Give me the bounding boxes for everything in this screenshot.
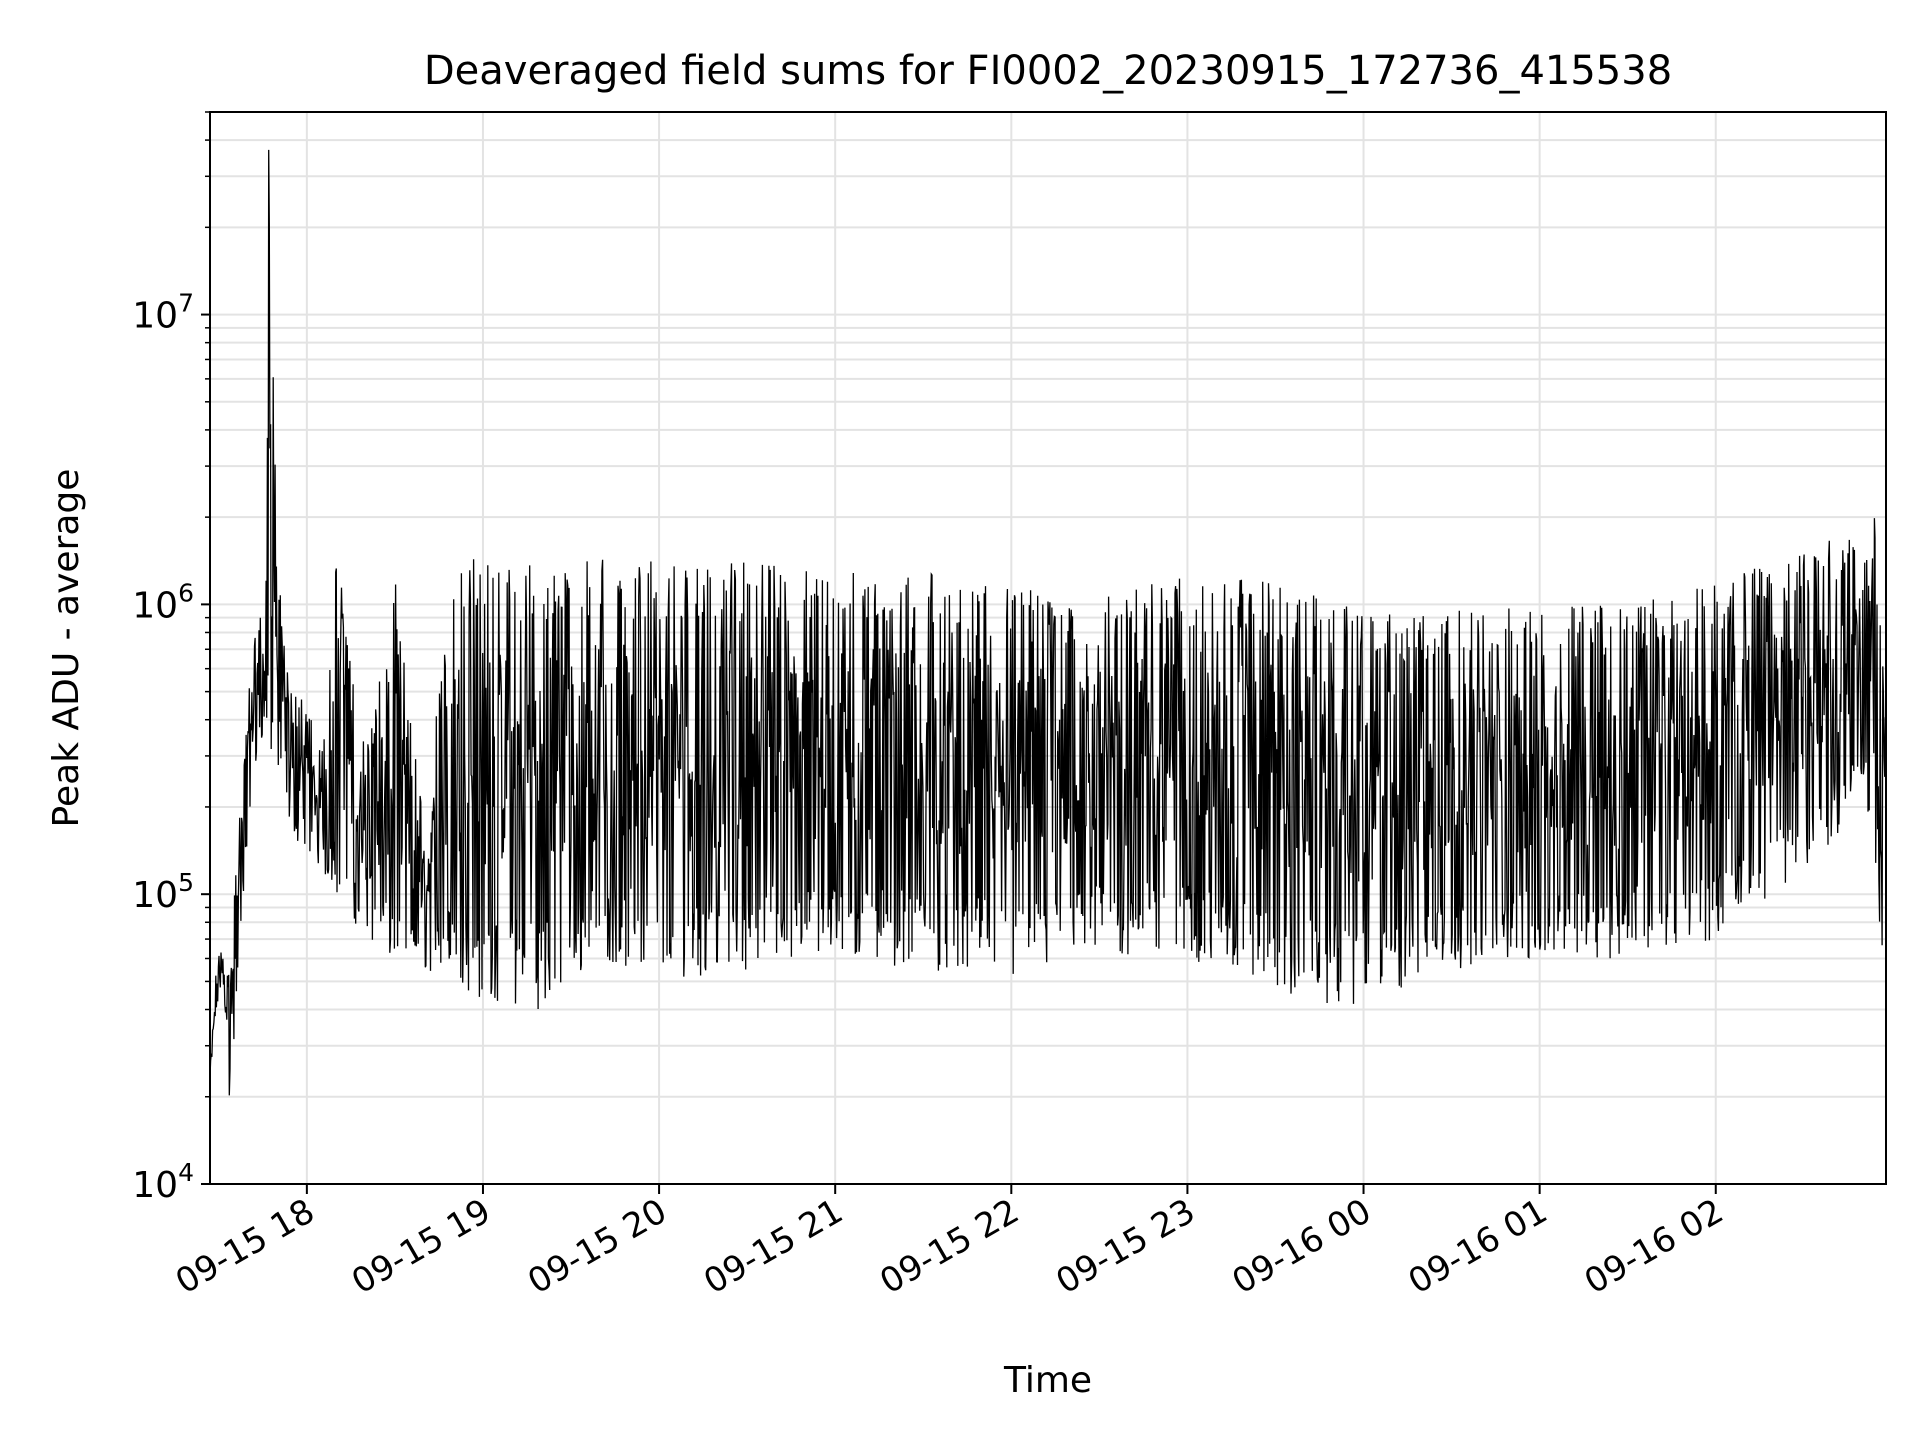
x-tick-label: 09-16 01 [1402, 1191, 1554, 1302]
x-tick-label: 09-15 23 [1050, 1191, 1202, 1302]
x-axis-label: Time [1003, 1360, 1092, 1401]
plot-frame [209, 111, 1887, 1185]
y-tick-label: 107 [132, 289, 194, 337]
chart-title: Deaveraged field sums for FI0002_2023091… [424, 48, 1672, 94]
x-tick-label: 09-15 22 [873, 1191, 1025, 1302]
y-axis-label: Peak ADU - average [46, 469, 87, 828]
y-tick-label: 104 [132, 1158, 194, 1206]
y-axis: 104 105 106 107 [132, 111, 210, 1206]
y-tick-label: 105 [132, 868, 194, 916]
x-tick-label: 09-15 18 [169, 1191, 321, 1302]
x-axis: 09-15 18 09-15 19 09-15 20 09-15 21 09-15 22… [169, 1184, 1730, 1302]
x-tick-label: 09-15 19 [345, 1191, 497, 1302]
data-series [209, 149, 1887, 1096]
x-tick-label: 09-16 00 [1226, 1191, 1378, 1302]
x-tick-label: 09-16 02 [1578, 1191, 1730, 1302]
series-line [209, 149, 1887, 1096]
y-tick-label: 106 [132, 578, 194, 626]
x-tick-label: 09-15 20 [521, 1191, 673, 1302]
x-tick-label: 09-15 21 [697, 1191, 849, 1302]
